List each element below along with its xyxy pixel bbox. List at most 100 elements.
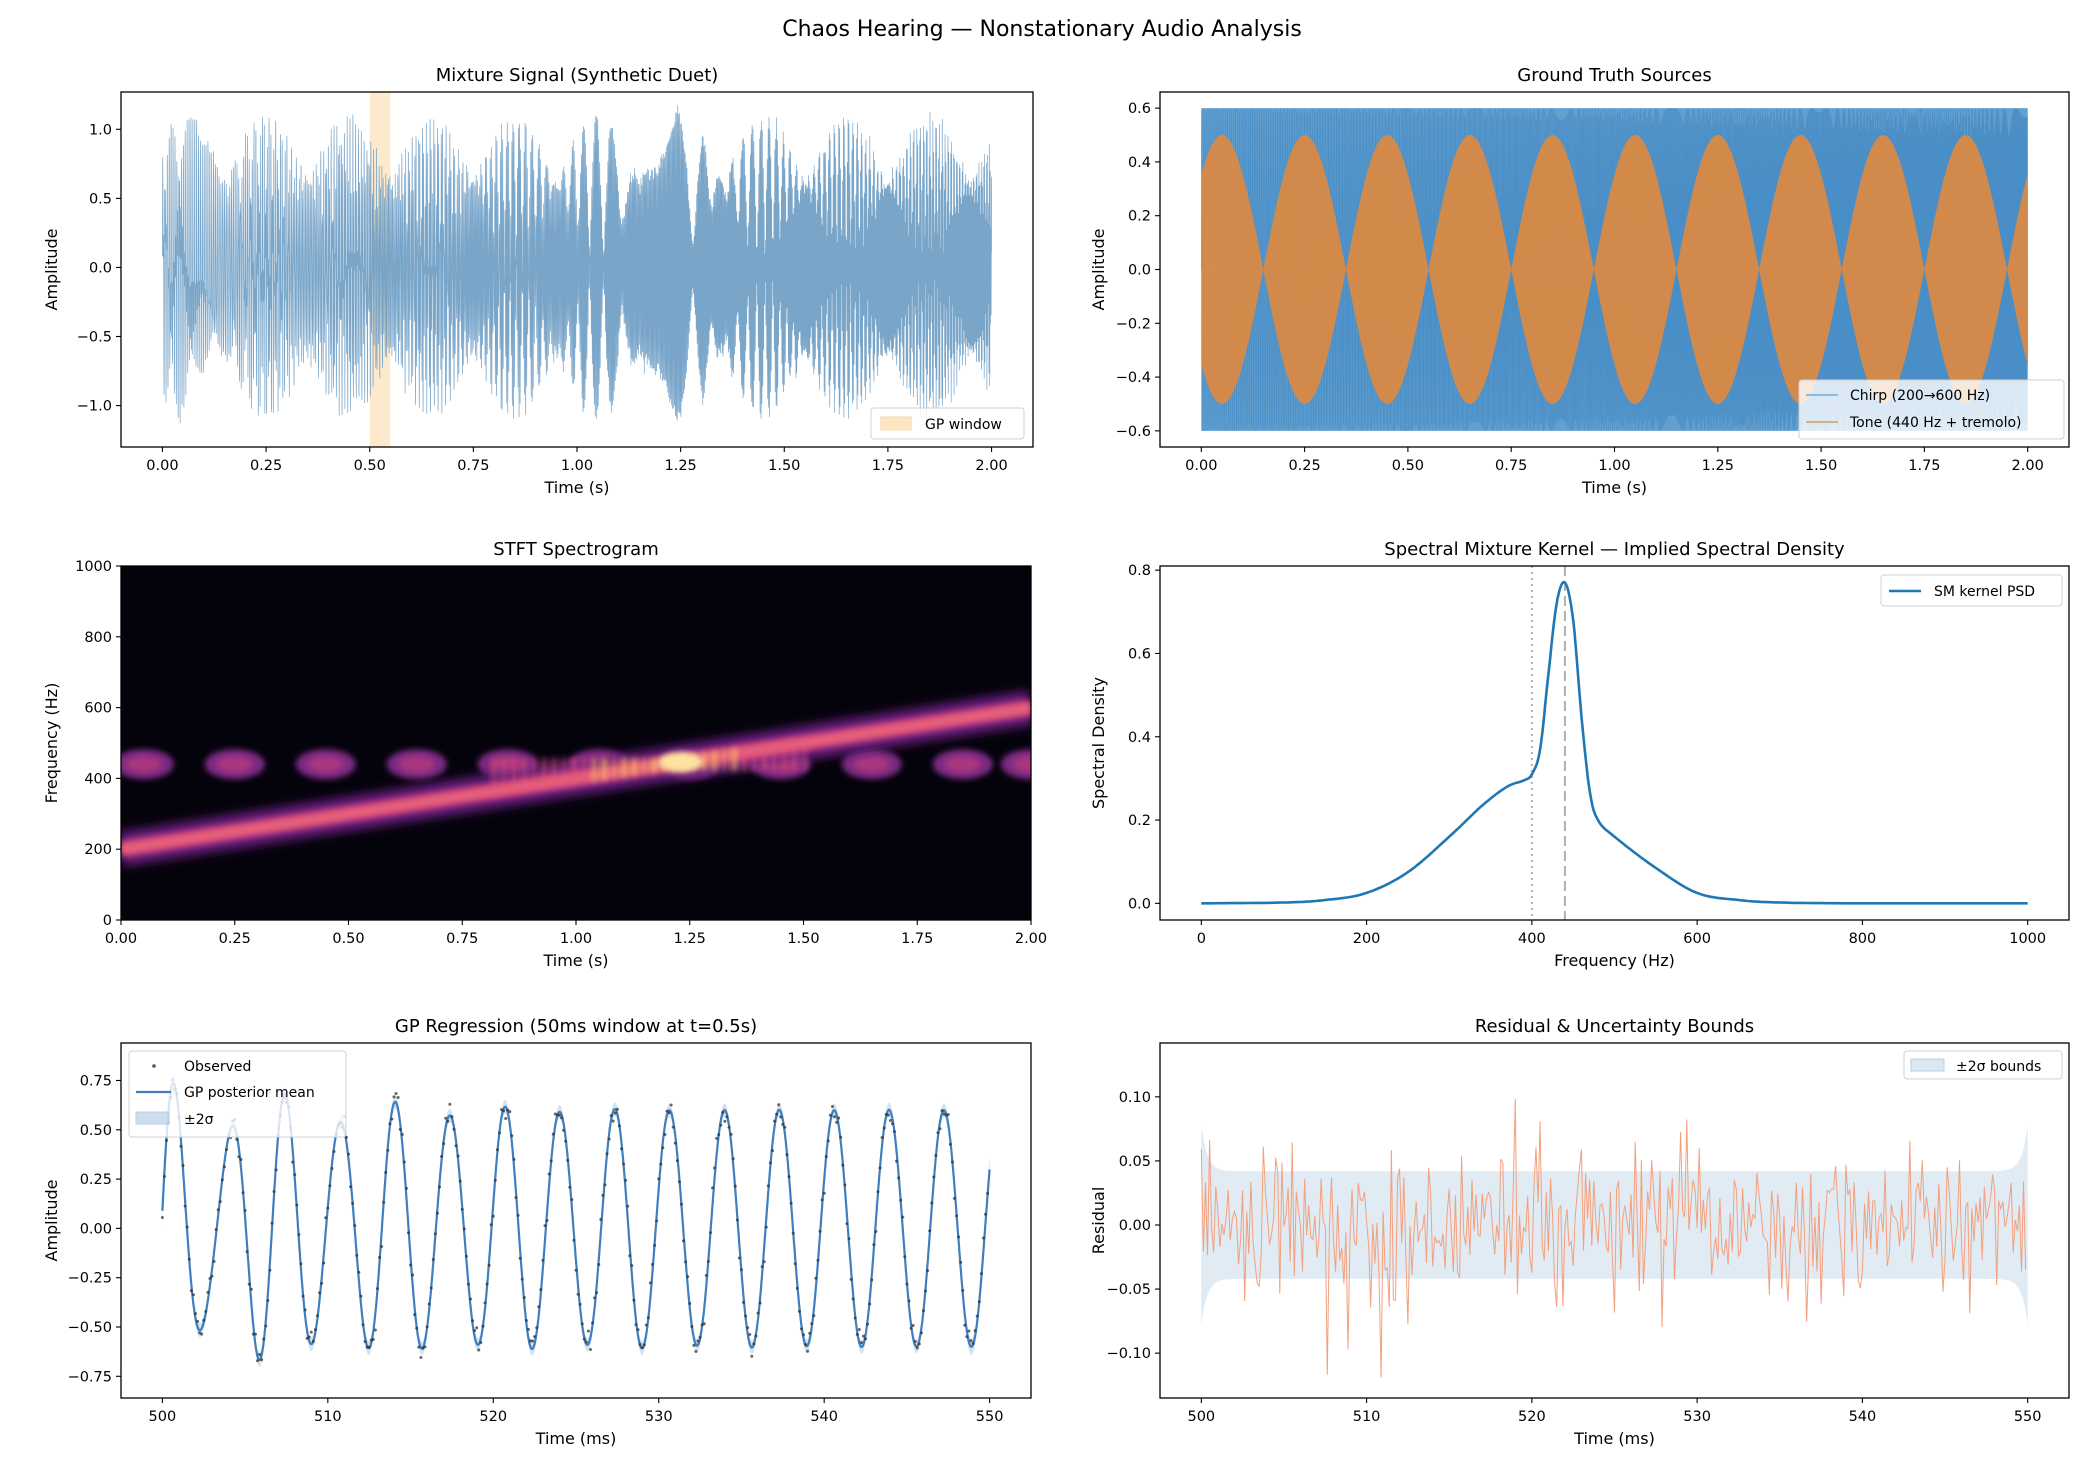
observed-point [357, 1270, 361, 1274]
observed-point [628, 1254, 632, 1258]
observed-point [510, 1134, 514, 1138]
observed-point [253, 1332, 257, 1336]
observed-point [907, 1299, 911, 1303]
panel-residual: ±2σ bounds 500 510 520 530 540 550 −0.10 −0.05 0.… [1089, 1016, 2070, 1448]
observed-point [677, 1180, 681, 1184]
legend-label: Tone (440 Hz + tremolo) [1849, 415, 2022, 431]
plot-area [1201, 566, 2028, 920]
observed-point [450, 1115, 454, 1119]
observed-point [378, 1256, 382, 1260]
tone-blob-core [307, 756, 344, 773]
observed-point [975, 1314, 979, 1318]
y-tick-label: 0.2 [1128, 209, 1151, 225]
observed-point [640, 1346, 644, 1350]
observed-point [601, 1193, 605, 1197]
observed-point [783, 1125, 787, 1129]
observed-point [624, 1178, 628, 1182]
observed-point [452, 1127, 456, 1131]
observed-point [454, 1144, 458, 1148]
x-tick-label: 0.50 [354, 458, 386, 474]
observed-point [533, 1335, 537, 1339]
y-tick-label: −0.50 [68, 1320, 112, 1336]
observed-point [835, 1120, 839, 1124]
observed-point [675, 1159, 679, 1163]
observed-point [830, 1104, 834, 1108]
y-axis-label: Residual [1089, 1187, 1108, 1255]
y-axis-label: Spectral Density [1089, 677, 1108, 809]
observed-point [520, 1277, 524, 1281]
interference-stripe [611, 757, 618, 779]
x-tick-label: 1.50 [1805, 458, 1837, 474]
observed-point [433, 1232, 437, 1236]
y-tick-label: −0.75 [68, 1369, 112, 1385]
x-axis-label: Frequency (Hz) [1554, 951, 1675, 970]
legend-label: Observed [184, 1059, 251, 1075]
interference-stripe [741, 745, 748, 771]
panel-psd: SM kernel PSD 0 200 400 600 800 1000 0.0 0.2 0.4 0… [1089, 539, 2070, 970]
observed-point [686, 1275, 690, 1279]
observed-point [657, 1177, 661, 1181]
observed-point [469, 1297, 473, 1301]
observed-point [349, 1185, 353, 1189]
x-tick-label: 510 [314, 1409, 342, 1425]
observed-point [653, 1243, 657, 1247]
observed-point [411, 1273, 415, 1277]
observed-point [806, 1349, 810, 1353]
observed-point [262, 1337, 266, 1341]
interference-stripe [781, 739, 788, 771]
observed-point [371, 1338, 375, 1342]
observed-point [386, 1148, 390, 1152]
observed-point [723, 1119, 727, 1123]
observed-point [299, 1262, 303, 1266]
observed-point [268, 1268, 272, 1272]
observed-point [361, 1323, 365, 1327]
x-tick-label: 1.75 [901, 931, 933, 947]
observed-point [491, 1214, 495, 1218]
observed-point [462, 1227, 466, 1231]
observed-point [986, 1191, 990, 1195]
observed-point [222, 1165, 226, 1169]
observed-point [868, 1302, 872, 1306]
observed-point [442, 1142, 446, 1146]
mixture-signal-line [162, 105, 992, 424]
observed-point [899, 1198, 903, 1202]
observed-point [897, 1176, 901, 1180]
observed-point [202, 1318, 206, 1322]
axes-title: GP Regression (50ms window at t=0.5s) [395, 1016, 757, 1037]
x-tick-label: 1.25 [674, 931, 706, 947]
observed-point [932, 1175, 936, 1179]
observed-point [843, 1183, 847, 1187]
y-axis-label: Amplitude [42, 229, 61, 311]
tone-blob-core [1013, 756, 1031, 773]
observed-point [969, 1339, 973, 1343]
observed-point [162, 1174, 166, 1178]
observed-point [915, 1346, 919, 1350]
observed-point [347, 1152, 350, 1156]
observed-point [781, 1122, 785, 1126]
observed-point [754, 1334, 758, 1338]
observed-point [322, 1261, 326, 1265]
observed-point [431, 1257, 435, 1261]
observed-point [460, 1207, 464, 1211]
observed-point [570, 1198, 574, 1202]
interference-stripe [511, 757, 518, 795]
observed-point [409, 1263, 413, 1267]
observed-point [921, 1309, 925, 1313]
observed-point [313, 1328, 317, 1332]
interference-stripe [651, 757, 658, 773]
observed-point [725, 1115, 729, 1119]
observed-point [715, 1136, 719, 1140]
interference-stripe [561, 757, 568, 787]
legend-label: ±2σ bounds [1956, 1059, 2041, 1075]
plot-area [160, 1073, 991, 1367]
observed-point [731, 1157, 735, 1161]
observed-point [833, 1115, 837, 1119]
observed-point [359, 1294, 363, 1298]
x-tick-label: 540 [810, 1409, 838, 1425]
x-tick-label: 600 [1683, 931, 1711, 947]
observed-point [764, 1225, 768, 1229]
observed-point [742, 1300, 746, 1304]
observed-point [702, 1322, 706, 1326]
observed-point [648, 1281, 652, 1285]
